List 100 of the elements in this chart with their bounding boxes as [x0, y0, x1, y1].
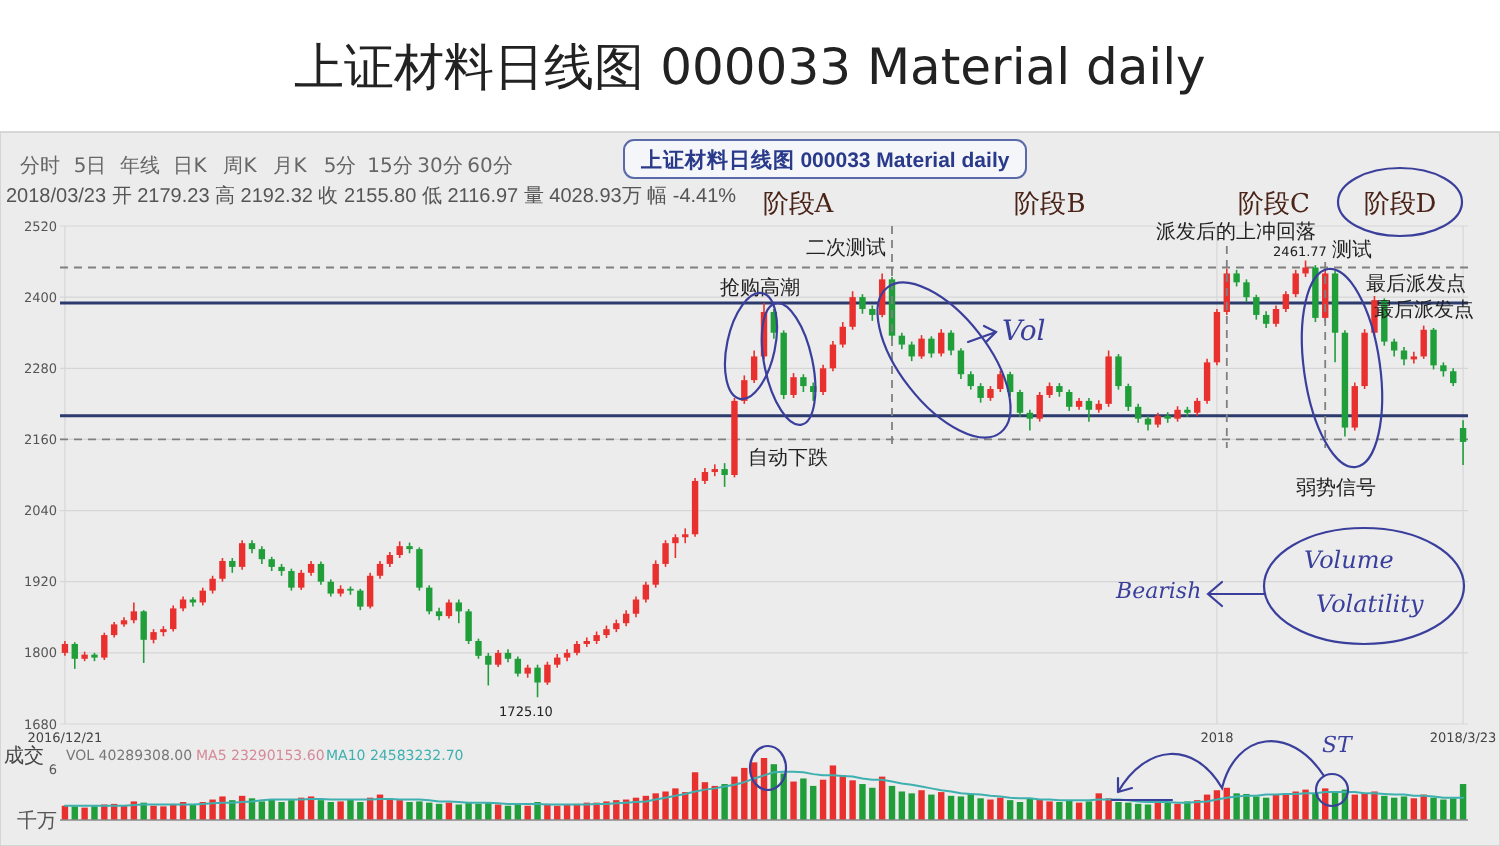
candlestick [859, 293, 866, 315]
candlestick [445, 598, 453, 620]
bar [957, 796, 965, 820]
candlestick [238, 539, 246, 571]
candlestick [829, 340, 837, 373]
candlestick [967, 370, 974, 391]
candlestick [741, 374, 748, 405]
candlestick [839, 321, 846, 349]
candlestick [849, 290, 856, 331]
annotation: 最后派发点 [1366, 272, 1466, 296]
candlestick [652, 559, 659, 589]
candlestick [1203, 358, 1211, 405]
candlestick [957, 347, 965, 380]
candlestick [672, 533, 679, 559]
chart-title: 上证材料日线图 000033 Material daily [638, 146, 1010, 173]
bar [1085, 801, 1093, 820]
candlestick [1282, 290, 1290, 313]
annotation: 测试 [1332, 238, 1372, 262]
bar [928, 794, 935, 820]
text: 阶段B [1014, 190, 1086, 220]
candlestick [997, 369, 1004, 393]
candlestick [711, 463, 718, 477]
text: 上证材料日线图 000033 Material daily [294, 38, 1207, 96]
candlestick [642, 580, 650, 604]
candlestick [1115, 353, 1122, 391]
text: 60分 [467, 154, 513, 178]
candlestick [977, 382, 984, 404]
bar [91, 806, 98, 820]
candlestick [140, 609, 147, 664]
candlestick [101, 631, 108, 661]
candlestick [130, 601, 138, 625]
candlestick [475, 637, 482, 660]
bar [317, 800, 325, 820]
candlestick [721, 462, 728, 488]
candlestick [465, 608, 472, 645]
candlestick [288, 567, 295, 592]
candlestick [918, 334, 925, 360]
bar [790, 781, 797, 820]
bar [938, 792, 945, 820]
candlestick [938, 328, 945, 358]
text: 阶段A [762, 190, 835, 220]
text: 周K [223, 156, 258, 178]
y-axis-title: 千万 [17, 809, 57, 833]
annotation: Bearish [1114, 578, 1202, 604]
candlestick [632, 595, 640, 619]
bar [524, 805, 531, 820]
candlestick [170, 604, 177, 633]
candlestick [366, 572, 374, 610]
candlestick [750, 349, 758, 384]
candlestick [1125, 382, 1132, 412]
annotation: 二次测试 [806, 236, 886, 260]
candlestick [1036, 391, 1043, 423]
candlestick [1085, 397, 1093, 423]
text: 15分 [367, 154, 413, 178]
candlestick [1459, 419, 1467, 466]
candlestick [908, 340, 915, 362]
candlestick [1066, 388, 1073, 412]
text: 阶段D [1363, 190, 1437, 220]
text: 成交 [4, 744, 44, 768]
bar [1164, 802, 1171, 820]
bar [888, 785, 896, 820]
candlestick [1410, 350, 1418, 365]
annotation: ST [1322, 732, 1356, 758]
candlestick [426, 584, 433, 616]
candlestick [534, 663, 541, 699]
candlestick [416, 546, 423, 592]
candlestick [1016, 388, 1024, 418]
annotation: 最后派发点 [1374, 298, 1474, 322]
candlestick [819, 363, 827, 396]
bar [229, 800, 236, 820]
candlestick [1026, 408, 1034, 432]
candlestick [71, 641, 78, 670]
candlestick [357, 588, 364, 611]
bar [918, 790, 925, 820]
annotation: Vol [1002, 316, 1046, 348]
bar [1400, 796, 1408, 820]
candlestick [219, 557, 226, 583]
annotation: 自动下跌 [748, 446, 828, 470]
candlestick [1105, 349, 1112, 408]
candlestick [682, 527, 689, 544]
bar [337, 801, 344, 820]
text: 2018/03/23 开 2179.23 高 2192.32 收 2155.80 低 2116.97 量 4028.93万 幅 -4.41% [6, 184, 737, 208]
candlestick [583, 636, 590, 648]
text: 年线 [120, 154, 160, 178]
candlestick [455, 598, 462, 625]
candlestick [1243, 278, 1250, 303]
candlestick [1430, 327, 1437, 371]
text: 30分 [417, 154, 463, 178]
bar [721, 784, 728, 820]
annotation: 派发后的上冲回落 [1156, 220, 1316, 244]
candlestick [1134, 403, 1142, 424]
candlestick [298, 569, 305, 591]
text: 分时 [20, 154, 60, 178]
candlestick [514, 655, 522, 678]
candlestick [1351, 381, 1358, 432]
text: 阶段C [1238, 190, 1311, 220]
text: 5分 [323, 154, 357, 178]
bar [1184, 801, 1191, 820]
bar [81, 807, 88, 820]
candlestick [1253, 293, 1260, 321]
